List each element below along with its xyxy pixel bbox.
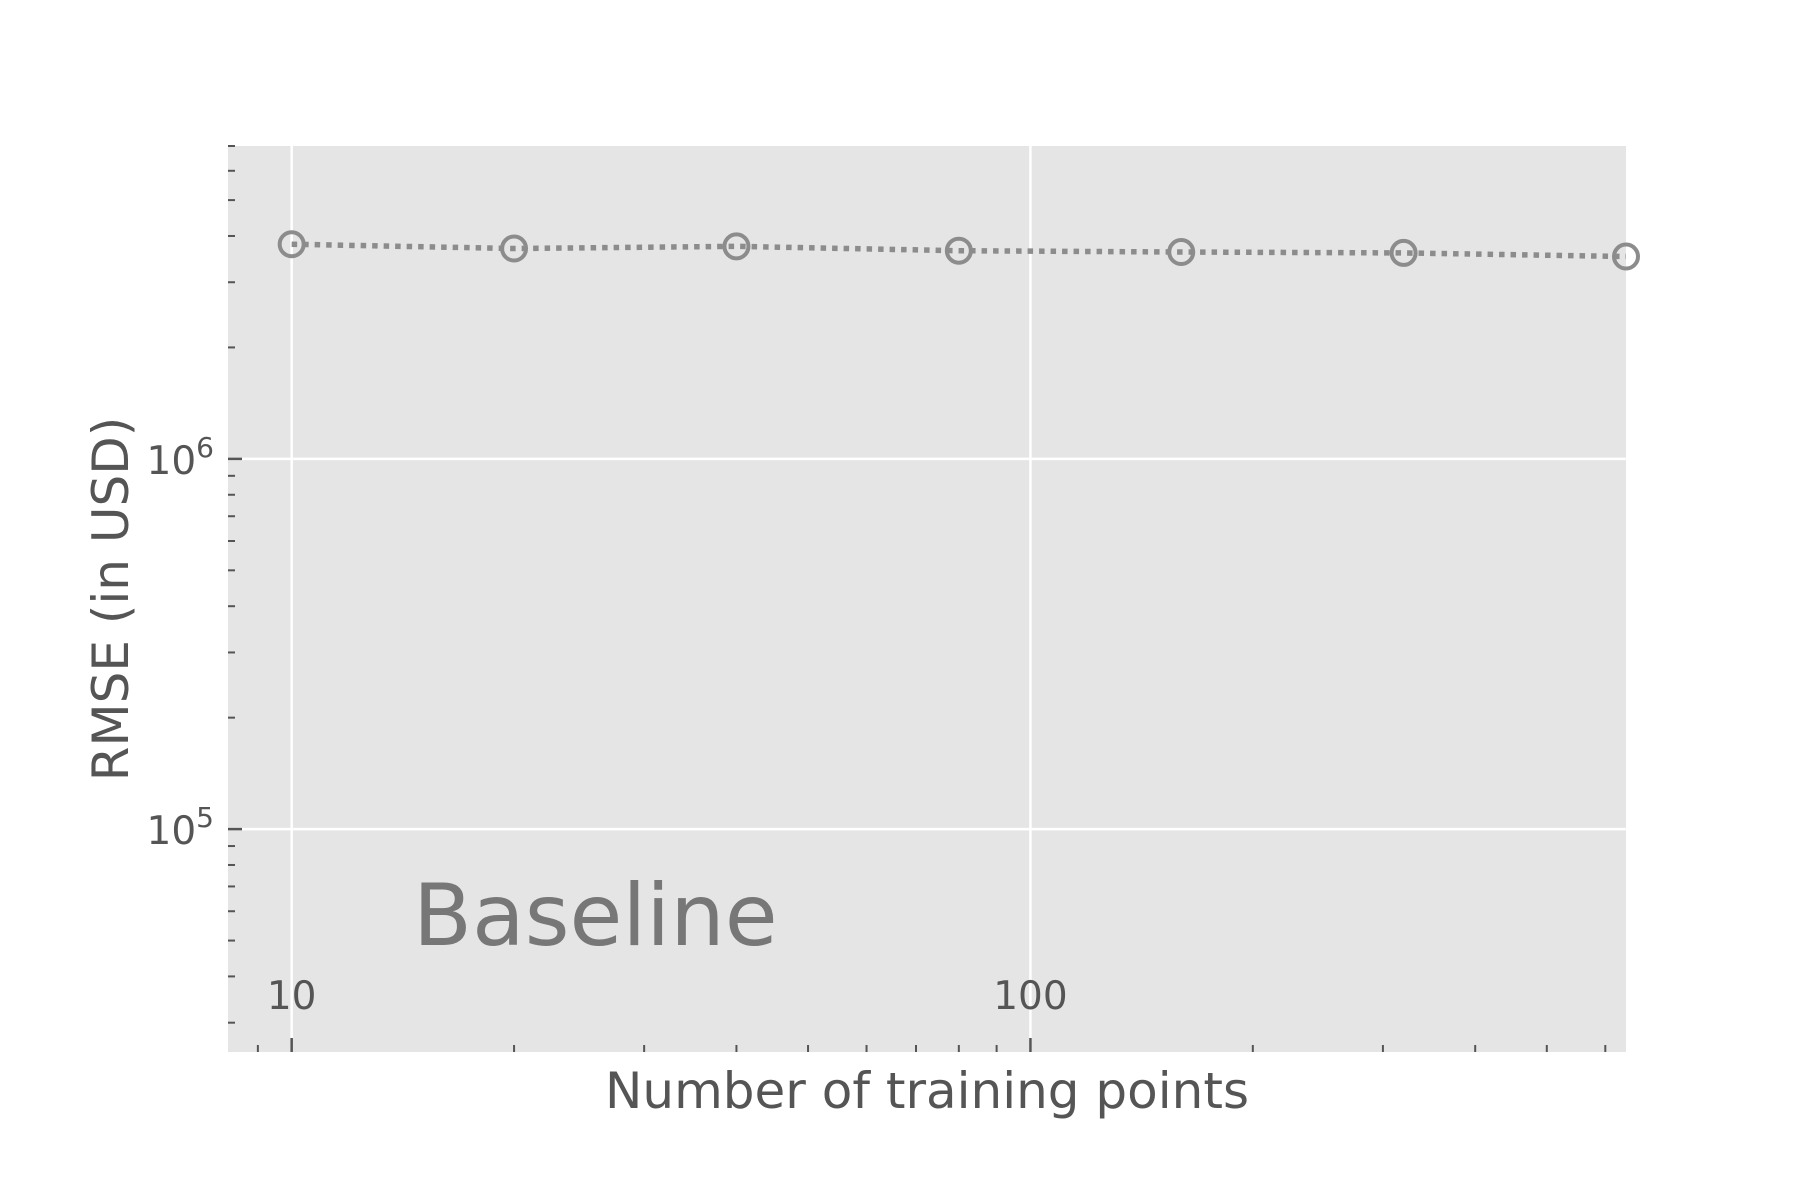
- data-point: [277, 230, 306, 259]
- data-point: [1612, 242, 1640, 271]
- grid-lines: [228, 146, 1626, 1052]
- axis-ticks: [228, 145, 1607, 1052]
- y-axis-label: RMSE (in USD): [82, 417, 140, 781]
- x-tick-label: 100: [993, 974, 1067, 1019]
- data-point: [1389, 238, 1418, 267]
- y-tick-label: 105: [147, 801, 214, 854]
- data-point: [500, 234, 529, 263]
- plot-annotation: Baseline: [413, 866, 778, 966]
- x-tick-label: 10: [267, 974, 317, 1019]
- data-point: [944, 236, 973, 265]
- series-line: [291, 241, 1627, 260]
- x-axis-label: Number of training points: [605, 1062, 1249, 1120]
- plot-area: [228, 146, 1626, 1052]
- series-layer: [277, 230, 1640, 271]
- data-point: [1167, 238, 1196, 267]
- y-tick-label: 106: [147, 431, 214, 484]
- data-point: [722, 232, 751, 261]
- tick-labels: 10 100 105 106: [147, 431, 1068, 1019]
